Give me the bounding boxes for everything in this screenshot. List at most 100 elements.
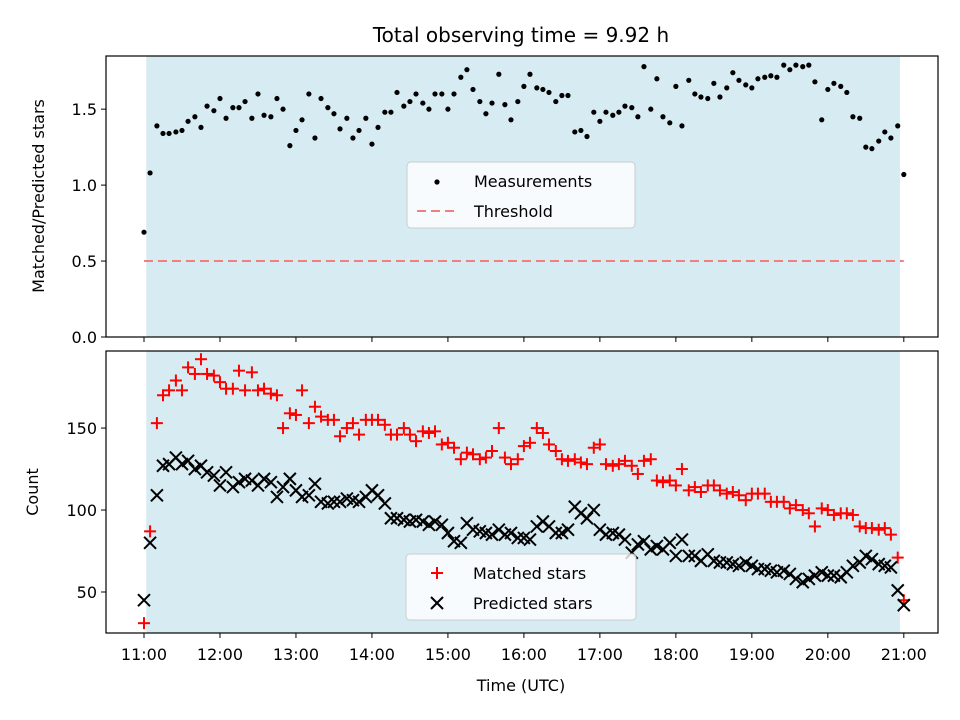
matched-star-point — [466, 448, 479, 461]
predicted-star-point — [270, 490, 284, 504]
predicted-star-point — [663, 536, 677, 550]
matched-star-point — [732, 489, 745, 502]
matched-star-point — [447, 441, 460, 454]
measurement-point — [236, 105, 242, 111]
measurement-point — [198, 124, 204, 130]
legend-matched-marker — [431, 567, 443, 579]
matched-star-point — [315, 410, 328, 423]
matched-star-point — [422, 426, 435, 439]
bottom-legend-box — [405, 553, 637, 621]
matched-star-point — [391, 428, 404, 441]
measurement-point — [407, 98, 413, 105]
measurement-point — [483, 111, 489, 117]
matched-star-point — [175, 384, 188, 397]
bottom-legend: Matched stars Predicted stars — [405, 553, 637, 621]
predicted-star-point — [283, 472, 297, 486]
matched-star-point — [270, 389, 283, 402]
matched-star-point — [251, 384, 264, 397]
measurement-point — [274, 95, 280, 102]
matched-star-point — [663, 474, 676, 487]
measurement-point — [223, 115, 229, 121]
measurement-point — [888, 135, 894, 141]
measurement-point — [432, 91, 438, 97]
matched-star-point — [226, 382, 239, 395]
x-tick-label: 20:00 — [805, 645, 851, 664]
predicted-star-point — [200, 465, 214, 480]
x-tick-label: 12:00 — [197, 645, 243, 664]
predicted-star-point — [441, 526, 455, 540]
matched-star-point — [599, 458, 612, 471]
matched-star-point — [840, 507, 853, 520]
bottom-y-tick-label: 150 — [66, 419, 97, 438]
predicted-star-point — [308, 477, 322, 491]
matched-star-point — [669, 479, 682, 492]
top-y-tick-label: 0.0 — [72, 328, 97, 347]
matched-star-point — [821, 504, 834, 517]
top-legend-box — [406, 161, 636, 229]
matched-star-point — [353, 428, 366, 441]
measurement-point — [654, 76, 660, 82]
measurement-point — [736, 77, 742, 83]
x-tick-label: 14:00 — [349, 645, 395, 664]
matched-star-point — [498, 451, 511, 464]
x-tick-label: 21:00 — [881, 645, 927, 664]
matched-star-point — [156, 389, 169, 402]
measurement-point — [787, 67, 793, 73]
matched-star-point — [555, 453, 568, 466]
matched-star-point — [675, 463, 688, 476]
top-axes-frame — [105, 55, 939, 338]
top-y-axis: 0.0 0.5 1.0 1.5 — [72, 100, 106, 347]
measurement-point — [477, 98, 483, 105]
matched-star-point — [656, 476, 669, 489]
top-y-axis-label: Matched/Predicted stars — [29, 99, 48, 293]
measurement-point — [546, 89, 552, 96]
matched-star-point — [277, 422, 290, 435]
predicted-star-point — [333, 495, 347, 509]
matched-star-point — [682, 484, 695, 497]
matched-star-point — [454, 453, 467, 466]
predicted-star-point — [821, 568, 835, 583]
predicted-star-point — [150, 488, 164, 502]
predicted-star-point — [352, 495, 366, 509]
measurement-point — [382, 109, 388, 115]
measurement-point — [515, 98, 521, 105]
matched-star-point — [346, 417, 359, 430]
measurement-point — [895, 123, 901, 129]
measurement-point — [464, 67, 470, 73]
measurement-point — [755, 76, 761, 82]
matched-star-point — [188, 367, 201, 380]
matched-star-point — [479, 451, 492, 464]
matched-star-point — [561, 454, 574, 467]
measurement-point — [293, 127, 299, 134]
measurement-point — [679, 123, 685, 129]
predicted-star-point — [732, 559, 746, 573]
matched-star-point — [517, 440, 530, 453]
predicted-star-point — [897, 598, 911, 612]
matched-star-point — [846, 508, 859, 521]
matched-star-point — [137, 617, 150, 630]
matched-star-point — [283, 407, 296, 420]
predicted-star-point — [143, 536, 157, 550]
measurement-point — [141, 229, 147, 235]
matched-star-point — [460, 446, 473, 459]
measurement-point — [597, 118, 603, 124]
top-y-tick-label: 1.5 — [72, 100, 97, 119]
matched-star-point — [410, 435, 423, 448]
measurement-point — [660, 114, 666, 120]
measurement-point — [743, 82, 749, 88]
matched-star-point — [258, 382, 271, 395]
top-y-tick-label: 1.0 — [72, 176, 97, 195]
matched-star-point — [720, 487, 733, 500]
bottom-y-axis: 50 100 150 — [66, 419, 106, 602]
predicted-star-point — [378, 496, 392, 511]
matched-star-point — [182, 361, 195, 374]
measurement-point — [635, 114, 641, 120]
matched-star-point — [865, 522, 878, 535]
matched-star-point — [593, 438, 606, 451]
measurement-point — [261, 112, 267, 118]
measurement-point — [287, 143, 293, 149]
matched-star-point — [872, 523, 885, 536]
legend-predicted-marker — [430, 596, 444, 610]
predicted-star-point — [891, 583, 905, 598]
